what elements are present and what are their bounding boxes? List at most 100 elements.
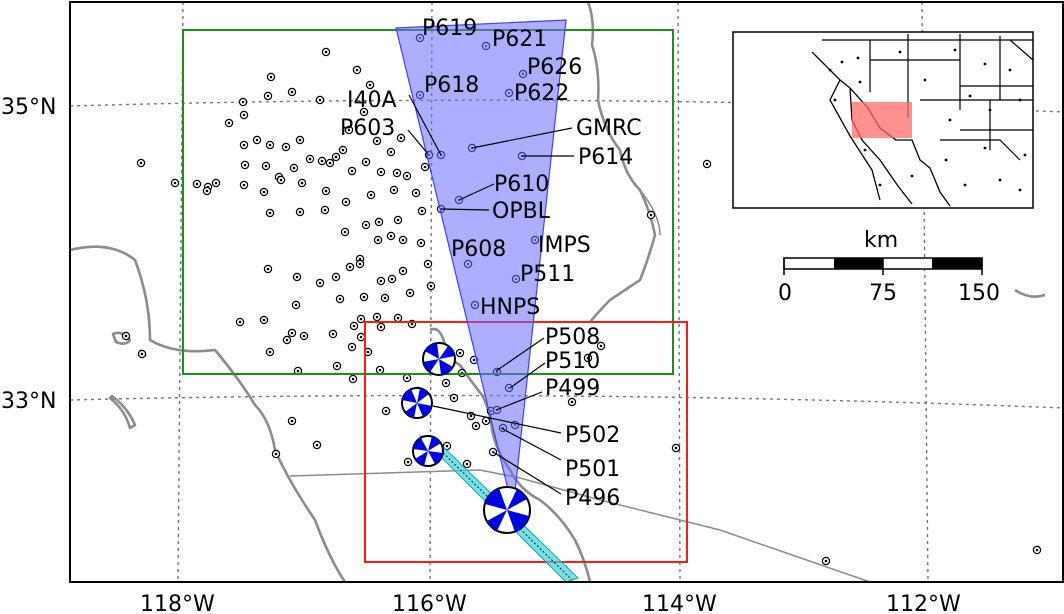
station-marker-center (570, 400, 574, 404)
station-marker-center (358, 257, 362, 261)
label-P622: P622 (514, 81, 569, 106)
inset-station-marker (998, 178, 1002, 182)
station-marker-center (375, 139, 379, 143)
inset-highlight (852, 102, 912, 138)
inset-station-marker (953, 48, 957, 52)
inset-station-marker (1018, 98, 1022, 102)
label-P496: P496 (565, 486, 620, 511)
station-marker-center (338, 297, 342, 301)
station-marker-center (343, 230, 347, 234)
station-marker-center (334, 275, 338, 279)
label-P614: P614 (578, 145, 633, 170)
station-marker-center (315, 443, 319, 447)
beachball-3 (412, 435, 444, 467)
label-P511: P511 (520, 262, 575, 287)
station-marker-center (285, 338, 289, 342)
station-marker-center (410, 322, 414, 326)
station-marker-center (368, 83, 372, 87)
focal-mechanisms (401, 342, 531, 534)
blue-wedge (395, 19, 567, 511)
station-marker-center (420, 209, 424, 213)
station-marker-center (458, 351, 462, 355)
inset-station-marker (898, 50, 902, 54)
station-marker-center (264, 164, 268, 168)
station-marker-center (401, 269, 405, 273)
label-OPBL: OPBL (492, 199, 551, 224)
station-marker-center (324, 189, 328, 193)
station-marker-center (445, 444, 449, 448)
lat-33: 33°N (1, 389, 56, 414)
station-marker-center (268, 350, 272, 354)
station-marker-center (352, 324, 356, 328)
label-P619: P619 (422, 16, 477, 41)
station-marker-center (383, 296, 387, 300)
station-marker-center (401, 238, 405, 242)
station-marker-center (390, 277, 394, 281)
station-marker-center (350, 345, 354, 349)
label-P502: P502 (565, 423, 620, 448)
station-marker-center (355, 68, 359, 72)
label-P508: P508 (545, 325, 600, 350)
station-marker-center (347, 128, 351, 132)
station-marker-center (318, 98, 322, 102)
label-I40A: I40A (347, 88, 397, 113)
station-marker-center (674, 446, 678, 450)
station-marker-center (140, 352, 144, 356)
station-marker-center (344, 200, 348, 204)
station-marker-center (1035, 548, 1039, 552)
station-marker-center (429, 284, 433, 288)
station-marker-center (284, 145, 288, 149)
station-marker-center (290, 419, 294, 423)
station-marker-center (205, 189, 209, 193)
station-marker-center (414, 191, 418, 195)
inset-station-marker (833, 98, 837, 102)
label-P626: P626 (527, 55, 582, 80)
station-marker-center (331, 332, 335, 336)
station-marker-center (292, 166, 296, 170)
station-marker-center (419, 241, 423, 245)
station-marker-center (362, 295, 366, 299)
station-marker-center (290, 90, 294, 94)
label-P621: P621 (492, 27, 547, 52)
lat-35: 35°N (1, 95, 56, 120)
station-marker-center (308, 157, 312, 161)
station-marker-center (242, 183, 246, 187)
station-marker-center (426, 262, 430, 266)
beachball-2 (401, 387, 433, 419)
inset-station-marker (1008, 68, 1012, 72)
station-marker-center (341, 148, 345, 152)
station-marker-center (405, 376, 409, 380)
station-marker-center (599, 344, 603, 348)
station-marker-center (389, 150, 393, 154)
station-marker-center (269, 75, 273, 79)
station-marker-center (358, 262, 362, 266)
inset-station-marker (944, 158, 948, 162)
station-marker-center (124, 334, 128, 338)
station-marker-center (320, 159, 324, 163)
station-marker-center (324, 50, 328, 54)
scale-unit: km (864, 228, 898, 253)
inset-station-marker (878, 183, 882, 187)
station-marker-center (173, 181, 177, 185)
beachball-4 (483, 486, 531, 534)
scale-label-0: 0 (778, 281, 792, 306)
station-marker-center (396, 218, 400, 222)
station-marker-center (472, 358, 476, 362)
station-marker-center (378, 368, 382, 372)
inset-station-marker (983, 62, 987, 66)
station-marker-center (379, 170, 383, 174)
station-marker-center (396, 316, 400, 320)
station-marker-center (348, 265, 352, 269)
station-marker-center (302, 334, 306, 338)
station-marker-center (364, 160, 368, 164)
station-marker-center (328, 161, 332, 165)
station-marker-center (824, 559, 828, 563)
beachball-1 (422, 342, 456, 376)
station-marker-center (255, 138, 259, 142)
station-marker-center (227, 121, 231, 125)
station-marker-center (318, 281, 322, 285)
station-marker-center (399, 136, 403, 140)
station-marker-center (369, 193, 373, 197)
station-marker-center (389, 234, 393, 238)
scale-label-150: 150 (958, 281, 1000, 306)
